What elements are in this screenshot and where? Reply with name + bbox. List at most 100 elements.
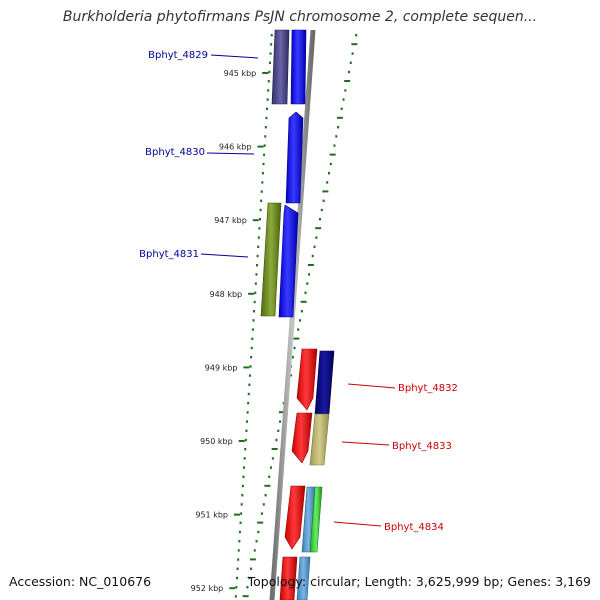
track-dot [257, 245, 260, 248]
track-dot [315, 227, 322, 230]
tick-label-947: 947 kbp [214, 216, 247, 225]
track-dot [270, 43, 273, 46]
track-dot [242, 595, 249, 598]
track-dot [271, 457, 274, 460]
gene-label-bphyt-4831[interactable]: Bphyt_4831 [139, 249, 249, 260]
track-dot [267, 89, 270, 92]
track-dot [246, 420, 249, 423]
track-dot [264, 135, 267, 138]
track-dot [299, 319, 302, 322]
gene-name[interactable]: Bphyt_4834 [384, 522, 444, 533]
tick-label-946: 946 kbp [219, 143, 252, 152]
gene-red-segment[interactable] [279, 556, 298, 600]
track-dot [322, 199, 325, 202]
track-dot [239, 521, 242, 524]
track-dot [246, 586, 249, 589]
gene-label-bphyt-4829[interactable]: Bphyt_4829 [148, 50, 259, 61]
track-dot [240, 512, 243, 515]
track-dot [250, 567, 253, 570]
gene-blue-segment[interactable] [290, 29, 307, 105]
track-dot [318, 218, 321, 221]
track-dot [241, 484, 244, 488]
gene-red-arrow[interactable] [284, 485, 306, 550]
track-dot [264, 126, 267, 129]
track-dot [249, 558, 256, 561]
gene-name[interactable]: Bphyt_4831 [139, 249, 199, 260]
track-dot [253, 549, 256, 552]
gene-blue-arrow[interactable] [278, 204, 299, 318]
track-dot [315, 236, 318, 239]
gene-label-bphyt-4832[interactable]: Bphyt_4832 [347, 383, 458, 394]
track-dot [248, 383, 251, 386]
track-dot [306, 282, 309, 285]
track-dot [258, 227, 261, 230]
track-dot [263, 144, 266, 147]
track-dot [260, 512, 263, 515]
track-dot [351, 43, 358, 46]
track-dot [333, 144, 336, 147]
gene-blue-arrow[interactable] [285, 111, 304, 204]
track-dot [260, 190, 263, 193]
track-dot [243, 466, 246, 469]
track-dot [270, 466, 273, 469]
gene-glyphs [260, 29, 335, 600]
track-dot [268, 475, 271, 478]
gene-green-block[interactable] [309, 486, 323, 553]
tick-label-945: 945 kbp [224, 69, 257, 78]
track-dot [329, 153, 336, 156]
track-dot [275, 438, 278, 442]
track-dot [261, 181, 264, 184]
track-dot [355, 34, 358, 37]
leader-line [341, 441, 390, 446]
track-dot [255, 273, 258, 276]
track-dot [329, 162, 332, 166]
track-dot [337, 126, 340, 129]
leader-line [210, 54, 259, 59]
gene-navy-block[interactable] [314, 350, 335, 415]
track-dot [259, 208, 262, 212]
gene-purple-block[interactable] [271, 29, 290, 105]
track-dot [252, 319, 255, 322]
gene-steel-segment[interactable] [296, 556, 311, 600]
track-dot [268, 61, 271, 64]
track-dot [241, 494, 244, 497]
track-dot [262, 503, 265, 506]
track-dot [234, 595, 237, 598]
track-dot [258, 218, 261, 221]
track-dot [238, 530, 241, 534]
gene-name[interactable]: Bphyt_4833 [392, 441, 452, 452]
track-dot [242, 475, 245, 478]
gene-red-arrow[interactable] [291, 412, 313, 464]
track-dot [269, 52, 272, 55]
track-dot [307, 264, 314, 266]
track-dot [293, 337, 300, 340]
gene-red-arrow[interactable] [296, 348, 318, 411]
track-dot [271, 448, 278, 450]
track-dot [266, 107, 269, 110]
gene-name[interactable]: Bphyt_4829 [148, 50, 208, 61]
track-dot [240, 503, 243, 506]
gene-olive-block[interactable] [260, 202, 282, 317]
track-dot [347, 70, 350, 74]
track-dot [291, 356, 294, 359]
track-dot [320, 208, 323, 212]
track-dot [328, 172, 331, 175]
leader-line [347, 383, 396, 389]
gene-name[interactable]: Bphyt_4832 [398, 383, 458, 394]
tick-label-950: 950 kbp [200, 437, 233, 446]
gene-label-bphyt-4834[interactable]: Bphyt_4834 [333, 521, 444, 533]
track-dot [250, 346, 253, 350]
track-dot [266, 98, 269, 101]
gene-khaki-block[interactable] [309, 413, 330, 466]
track-dot [313, 245, 316, 248]
gene-name[interactable]: Bphyt_4830 [145, 147, 205, 158]
track-dot [268, 70, 271, 74]
track-dot [308, 273, 311, 276]
track-dot [344, 89, 347, 92]
gene-label-bphyt-4830[interactable]: Bphyt_4830 [145, 147, 255, 158]
track-dot [256, 264, 259, 267]
track-dot [246, 411, 249, 414]
gene-label-bphyt-4833[interactable]: Bphyt_4833 [341, 441, 452, 452]
track-dot [300, 310, 303, 313]
